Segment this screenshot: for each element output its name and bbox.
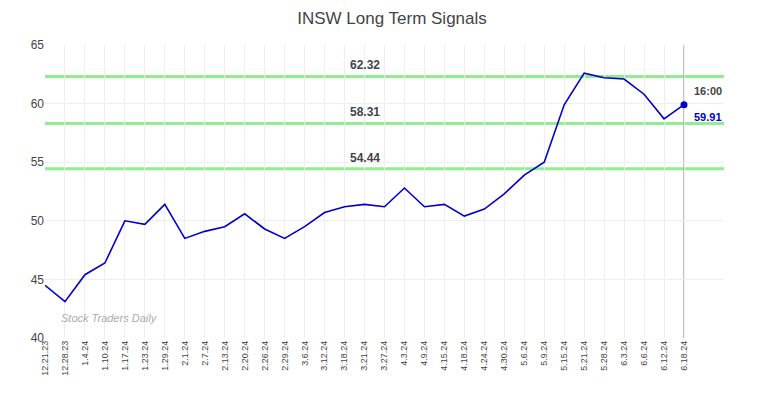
svg-text:2.29.24: 2.29.24 — [280, 341, 290, 371]
svg-text:4.15.24: 4.15.24 — [439, 341, 449, 371]
svg-text:12.21.23: 12.21.23 — [40, 341, 50, 376]
svg-text:6.18.24: 6.18.24 — [679, 341, 689, 371]
svg-text:4.24.24: 4.24.24 — [479, 341, 489, 371]
svg-text:5.21.24: 5.21.24 — [579, 341, 589, 371]
svg-text:5.6.24: 5.6.24 — [519, 341, 529, 366]
svg-text:2.26.24: 2.26.24 — [260, 341, 270, 371]
svg-text:4.18.24: 4.18.24 — [459, 341, 469, 371]
svg-text:12.28.23: 12.28.23 — [60, 341, 70, 376]
svg-text:54.44: 54.44 — [350, 151, 380, 165]
svg-text:55: 55 — [31, 155, 45, 169]
svg-text:1.10.24: 1.10.24 — [100, 341, 110, 371]
svg-text:4.3.24: 4.3.24 — [399, 341, 409, 366]
svg-text:5.15.24: 5.15.24 — [559, 341, 569, 371]
svg-text:65: 65 — [31, 38, 45, 52]
svg-text:6.12.24: 6.12.24 — [659, 341, 669, 371]
svg-text:3.27.24: 3.27.24 — [379, 341, 389, 371]
svg-text:58.31: 58.31 — [350, 105, 380, 119]
svg-text:1.23.24: 1.23.24 — [140, 341, 150, 371]
svg-text:1.29.24: 1.29.24 — [160, 341, 170, 371]
svg-text:6.3.24: 6.3.24 — [619, 341, 629, 366]
svg-text:2.7.24: 2.7.24 — [200, 341, 210, 366]
svg-text:Stock Traders Daily: Stock Traders Daily — [61, 312, 158, 324]
svg-text:62.32: 62.32 — [350, 58, 380, 72]
svg-text:6.6.24: 6.6.24 — [639, 341, 649, 366]
svg-text:1.4.24: 1.4.24 — [80, 341, 90, 366]
svg-text:2.1.24: 2.1.24 — [180, 341, 190, 366]
svg-text:60: 60 — [31, 97, 45, 111]
svg-text:3.18.24: 3.18.24 — [339, 341, 349, 371]
svg-text:40: 40 — [31, 331, 45, 345]
svg-text:4.30.24: 4.30.24 — [499, 341, 509, 371]
svg-text:16:00: 16:00 — [694, 85, 722, 97]
svg-text:5.9.24: 5.9.24 — [539, 341, 549, 366]
svg-text:3.21.24: 3.21.24 — [359, 341, 369, 371]
svg-text:3.12.24: 3.12.24 — [319, 341, 329, 371]
svg-text:5.28.24: 5.28.24 — [599, 341, 609, 371]
svg-text:1.17.24: 1.17.24 — [120, 341, 130, 371]
svg-text:3.6.24: 3.6.24 — [300, 341, 310, 366]
svg-text:45: 45 — [31, 273, 45, 287]
svg-text:INSW Long Term Signals: INSW Long Term Signals — [297, 9, 487, 28]
svg-text:50: 50 — [31, 214, 45, 228]
svg-text:2.13.24: 2.13.24 — [220, 341, 230, 371]
svg-text:59.91: 59.91 — [694, 111, 722, 123]
svg-text:2.20.24: 2.20.24 — [240, 341, 250, 371]
svg-text:4.9.24: 4.9.24 — [419, 341, 429, 366]
